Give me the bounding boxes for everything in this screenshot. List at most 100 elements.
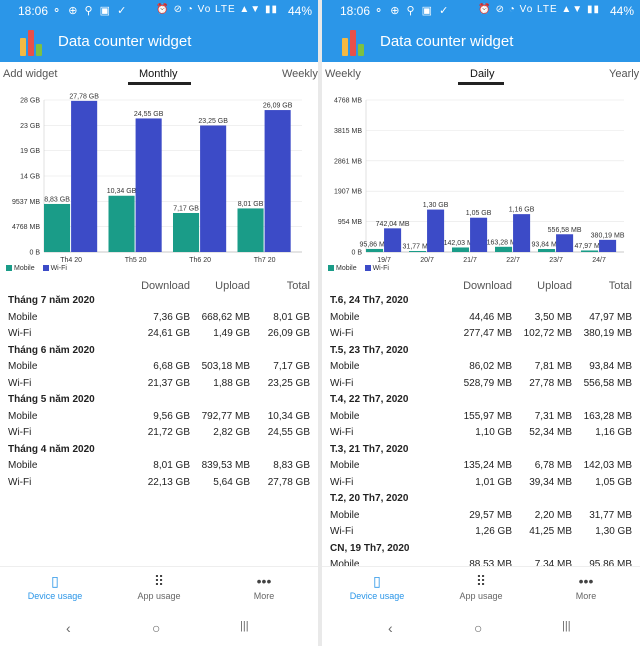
home-icon[interactable]: ○	[474, 620, 483, 636]
row-upload: 792,77 MB	[201, 410, 250, 422]
row-upload: 7,81 MB	[534, 361, 572, 372]
row-download: 24,61 GB	[147, 328, 190, 339]
table-row: Mobile 6,68 GB 503,18 MB 7,17 GB	[0, 358, 318, 375]
table-row: Mobile 88,53 MB 7,34 MB 95,86 MB	[322, 556, 640, 566]
y-tick-label: 9537 MB	[12, 199, 40, 206]
mobile-bar	[108, 195, 135, 252]
recents-icon[interactable]: |||	[240, 620, 249, 632]
data-label: 26,09 GB	[263, 103, 293, 110]
app-bar: Data counter widget	[0, 22, 318, 62]
row-total: 24,55 GB	[267, 427, 310, 438]
row-label: Wi-Fi	[8, 427, 32, 438]
section-title: T.4, 22 Th7, 2020	[330, 394, 409, 405]
row-download: 88,53 MB	[469, 559, 512, 566]
row-label: Wi-Fi	[8, 377, 32, 389]
recents-icon[interactable]: |||	[562, 620, 571, 632]
table-row: Mobile 9,56 GB 792,77 MB 10,34 GB	[0, 408, 318, 425]
table-row: Mobile 86,02 MB 7,81 MB 93,84 MB	[322, 358, 640, 375]
y-tick-label: 4768 MB	[334, 98, 362, 105]
data-label: 23,25 GB	[198, 118, 228, 125]
row-label: Mobile	[330, 509, 360, 521]
tab-daily[interactable]: Daily	[470, 68, 495, 80]
row-total: 1,05 GB	[595, 476, 632, 488]
legend-mobile: Mobile	[14, 265, 35, 272]
row-label: Mobile	[330, 361, 360, 372]
row-upload: 41,25 MB	[529, 526, 572, 537]
mobile-bar	[366, 248, 384, 252]
nav-more[interactable]: ••• More	[224, 573, 304, 601]
data-label: 556,58 MB	[548, 227, 582, 234]
more-icon: •••	[256, 573, 272, 589]
data-label: 95,86 MB	[360, 241, 390, 248]
row-upload: 7,34 MB	[534, 559, 572, 566]
nav-app-label: App usage	[137, 591, 181, 601]
screen-divider	[318, 0, 322, 646]
mobile-bar	[44, 203, 71, 252]
y-tick-label: 954 MB	[338, 219, 362, 226]
row-label: Mobile	[330, 559, 360, 566]
nav-app-usage[interactable]: ⠿ App usage	[119, 573, 199, 601]
battery-level: 44%	[287, 4, 312, 18]
nav-device-label: Device usage	[27, 591, 83, 601]
table-row: Wi-Fi 1,26 GB 41,25 MB 1,30 GB	[322, 523, 640, 540]
row-download: 277,47 MB	[463, 328, 512, 339]
data-label: 1,30 GB	[423, 202, 449, 209]
wifi-bar	[200, 125, 227, 252]
row-label: Mobile	[8, 410, 38, 422]
row-download: 155,97 MB	[463, 410, 512, 422]
nav-more-label: More	[575, 591, 597, 601]
table-row: Wi-Fi 1,01 GB 39,34 MB 1,05 GB	[322, 474, 640, 491]
legend-mobile-swatch	[328, 265, 334, 272]
active-tab-indicator	[458, 82, 504, 85]
col-total: Total	[608, 280, 632, 292]
wifi-bar	[427, 209, 445, 252]
nav-app-label: App usage	[459, 591, 503, 601]
wifi-bar	[71, 100, 98, 252]
section-title: CN, 19 Th7, 2020	[330, 542, 410, 554]
tab-yearly[interactable]: Yearly	[609, 68, 640, 80]
row-download: 528,79 MB	[463, 377, 512, 389]
row-download: 86,02 MB	[469, 361, 512, 372]
mobile-bar	[581, 250, 599, 252]
data-label: 31,77 MB	[403, 243, 433, 250]
mobile-bar	[237, 208, 264, 252]
row-download: 135,24 MB	[463, 460, 512, 471]
row-label: Mobile	[330, 311, 360, 323]
wifi-bar	[513, 214, 531, 252]
nav-device-usage[interactable]: ▯ Device usage	[15, 573, 95, 601]
phone-icon: ▯	[51, 573, 59, 589]
x-tick-label: Th7 20	[254, 257, 276, 264]
tab-weekly[interactable]: Weekly	[282, 68, 318, 80]
row-label: Wi-Fi	[330, 427, 354, 438]
section-title: T.5, 23 Th7, 2020	[330, 344, 409, 356]
data-label: 8,01 GB	[238, 201, 264, 208]
row-total: 8,01 GB	[273, 311, 310, 323]
nav-device-usage[interactable]: ▯ Device usage	[337, 573, 417, 601]
nav-app-usage[interactable]: ⠿ App usage	[441, 573, 521, 601]
row-download: 1,10 GB	[475, 427, 512, 438]
home-icon[interactable]: ○	[152, 620, 161, 636]
legend-mobile: Mobile	[336, 265, 357, 272]
y-tick-label: 3815 MB	[334, 128, 362, 135]
tab-weekly[interactable]: Weekly	[325, 68, 361, 80]
row-total: 95,86 MB	[589, 559, 632, 566]
row-total: 380,19 MB	[583, 328, 632, 339]
tab-monthly[interactable]: Monthly	[139, 68, 178, 80]
row-total: 556,58 MB	[583, 377, 632, 389]
row-label: Mobile	[8, 311, 38, 323]
row-upload: 1,49 GB	[213, 328, 250, 339]
phone-icon: ▯	[373, 573, 381, 589]
back-icon[interactable]: ‹	[388, 620, 393, 636]
app-logo-icon	[18, 28, 46, 56]
row-upload: 52,34 MB	[529, 427, 572, 438]
col-download: Download	[141, 280, 190, 292]
section-title: Tháng 5 năm 2020	[8, 394, 95, 405]
nav-more[interactable]: ••• More	[546, 573, 626, 601]
row-upload: 668,62 MB	[201, 311, 250, 323]
tab-add-widget[interactable]: Add widget	[3, 68, 58, 80]
status-bar: 18:06 ⚬ ⊕ ⚲ ▣ ✓ ⏰ ⊘ ◔ Vo LTE ▲▼ ▮▮ 44%	[322, 0, 640, 22]
usage-table: Download Upload Total T.6, 24 Th7, 2020 M…	[322, 276, 640, 566]
row-upload: 6,78 MB	[534, 460, 572, 471]
back-icon[interactable]: ‹	[66, 620, 71, 636]
row-download: 8,01 GB	[153, 460, 190, 471]
